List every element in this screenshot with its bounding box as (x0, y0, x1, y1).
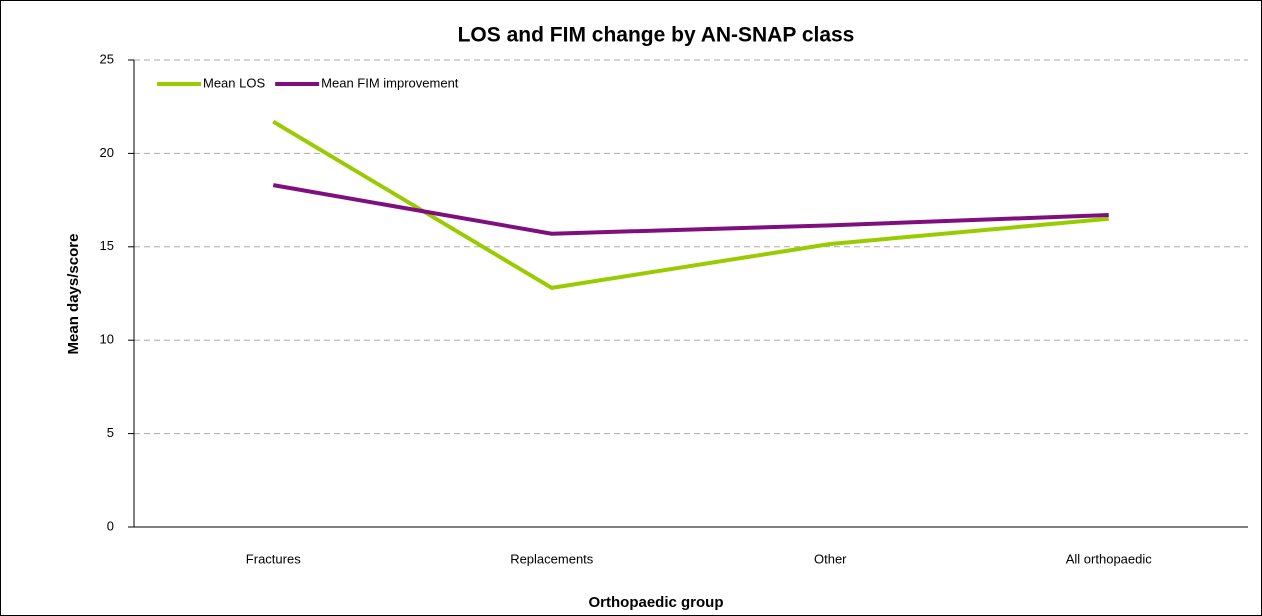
y-tick-label: 15 (100, 238, 114, 253)
legend-label: Mean LOS (203, 75, 265, 90)
x-tick-label: Other (814, 551, 847, 566)
x-tick-label: Fractures (246, 551, 301, 566)
series-line (272, 119, 1109, 290)
legend-label: Mean FIM improvement (321, 75, 459, 90)
x-axis-label: Orthopaedic group (589, 594, 724, 611)
x-tick-label: All orthopaedic (1066, 551, 1152, 566)
x-tick-label: Replacements (510, 551, 594, 566)
y-tick-label: 10 (100, 332, 114, 347)
chart-title: LOS and FIM change by AN-SNAP class (458, 24, 855, 47)
y-tick-label: 20 (100, 145, 114, 160)
y-tick-label: 5 (107, 425, 114, 440)
y-tick-label: 25 (100, 51, 114, 66)
y-tick-label: 0 (107, 518, 114, 533)
y-axis-label: Mean days/score (65, 234, 82, 355)
series-line (272, 183, 1109, 236)
